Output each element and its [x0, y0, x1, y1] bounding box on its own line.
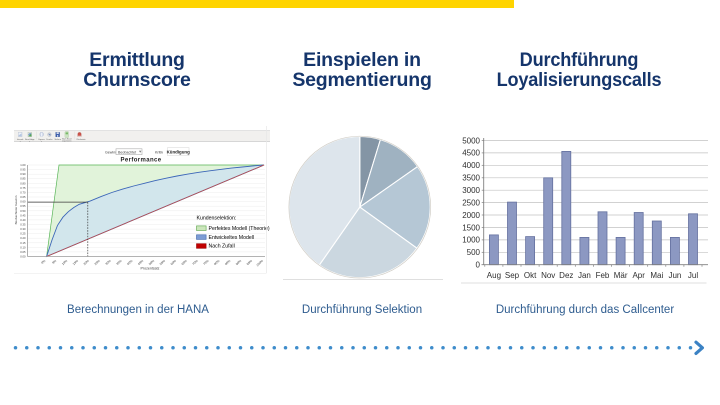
svg-text:4000: 4000 [462, 161, 480, 170]
svg-text:Gewinnt: Gewinnt [105, 151, 118, 155]
svg-text:25%: 25% [93, 259, 100, 266]
svg-text:85%: 85% [224, 259, 231, 266]
svg-text:0.15: 0.15 [20, 241, 26, 245]
svg-text:0.45: 0.45 [20, 213, 26, 217]
svg-text:40%: 40% [126, 259, 133, 266]
svg-text:0.40: 0.40 [20, 218, 26, 222]
svg-text:75%: 75% [202, 259, 209, 266]
svg-text:0: 0 [476, 261, 481, 270]
svg-text:Nach Zufall: Nach Zufall [209, 244, 235, 250]
svg-text:4500: 4500 [462, 149, 480, 158]
svg-text:Okt: Okt [524, 271, 537, 280]
svg-text:35%: 35% [115, 259, 122, 266]
svg-text:0.60: 0.60 [20, 200, 26, 204]
svg-text:10%: 10% [61, 259, 68, 266]
svg-text:0.95: 0.95 [20, 168, 26, 172]
svg-text:Beobachteter Gewinn: Beobachteter Gewinn [14, 195, 18, 224]
svg-text:500: 500 [467, 248, 481, 257]
svg-text:2000: 2000 [462, 211, 480, 220]
svg-text:5000: 5000 [462, 136, 480, 145]
svg-text:0.00: 0.00 [20, 255, 26, 259]
svg-text:0.10: 0.10 [20, 245, 26, 249]
svg-text:15%: 15% [72, 259, 79, 266]
svg-text:Dez: Dez [559, 271, 573, 280]
svg-text:Jan: Jan [578, 271, 591, 280]
svg-text:Apr: Apr [632, 271, 645, 280]
svg-text:45%: 45% [137, 259, 144, 266]
svg-text:0.85: 0.85 [20, 177, 26, 181]
svg-text:0.25: 0.25 [20, 232, 26, 236]
svg-text:Nov: Nov [541, 271, 555, 280]
svg-text:Aug: Aug [487, 271, 501, 280]
svg-text:Kündigung: Kündigung [167, 149, 190, 154]
svg-text:Expens: Expens [38, 139, 44, 141]
svg-text:Mai: Mai [650, 271, 663, 280]
svg-text:Rückwärts: Rückwärts [77, 138, 86, 141]
svg-text:2500: 2500 [462, 198, 480, 207]
svg-text:90%: 90% [235, 259, 242, 266]
svg-text:exportieren: exportieren [62, 139, 71, 142]
svg-text:50%: 50% [148, 259, 155, 266]
svg-text:80%: 80% [213, 259, 220, 266]
svg-text:1500: 1500 [462, 223, 480, 232]
svg-text:5%: 5% [51, 259, 57, 265]
svg-text:0.70: 0.70 [20, 191, 26, 195]
svg-text:Beobachtet: Beobachtet [118, 150, 136, 154]
svg-text:20%: 20% [83, 259, 90, 266]
svg-text:Prozentsatz: Prozentsatz [141, 267, 160, 271]
svg-text:0.05: 0.05 [20, 250, 26, 254]
svg-text:Nach Excel: Nach Excel [62, 139, 72, 141]
svg-text:Sichern: Sichern [54, 138, 60, 141]
svg-text:0.55: 0.55 [20, 204, 26, 208]
svg-text:Entwickeltes Modell: Entwickeltes Modell [209, 235, 255, 241]
svg-text:Beschldige: Beschldige [25, 139, 34, 141]
svg-text:▾: ▾ [29, 140, 30, 143]
svg-text:0.30: 0.30 [20, 227, 26, 231]
svg-text:70%: 70% [191, 259, 198, 266]
svg-text:Performance: Performance [120, 158, 161, 164]
svg-text:1.00: 1.00 [20, 163, 26, 167]
svg-text:0.65: 0.65 [20, 195, 26, 199]
svg-text:Jul: Jul [688, 271, 698, 280]
svg-text:Intends: Intends [17, 138, 23, 141]
svg-text:Druckn: Druckn [46, 138, 52, 141]
svg-text:0.80: 0.80 [20, 181, 26, 185]
svg-text:0.20: 0.20 [20, 236, 26, 240]
svg-text:65%: 65% [180, 259, 187, 266]
svg-text:95%: 95% [246, 259, 253, 266]
svg-text:Feb: Feb [596, 271, 610, 280]
svg-text:0%: 0% [40, 259, 46, 265]
svg-text:Jun: Jun [668, 271, 681, 280]
svg-text:100%: 100% [255, 259, 264, 268]
svg-text:0.75: 0.75 [20, 186, 26, 190]
svg-text:▾: ▾ [20, 140, 21, 143]
svg-text:3000: 3000 [462, 186, 480, 195]
svg-text:0.50: 0.50 [20, 209, 26, 213]
svg-text:Mär: Mär [614, 271, 628, 280]
svg-text:▾: ▾ [41, 140, 42, 143]
svg-text:3500: 3500 [462, 174, 480, 183]
svg-text:0.35: 0.35 [20, 223, 26, 227]
svg-text:Kundenselektion:: Kundenselektion: [197, 216, 237, 222]
svg-text:Sep: Sep [505, 271, 520, 280]
svg-text:0.90: 0.90 [20, 172, 26, 176]
svg-text:30%: 30% [104, 259, 111, 266]
svg-text:Perfektes Modell (Theorie): Perfektes Modell (Theorie) [209, 226, 270, 232]
svg-text:Kritik: Kritik [155, 151, 163, 155]
svg-text:60%: 60% [170, 259, 177, 266]
svg-text:55%: 55% [159, 259, 166, 266]
svg-text:1000: 1000 [462, 236, 480, 245]
